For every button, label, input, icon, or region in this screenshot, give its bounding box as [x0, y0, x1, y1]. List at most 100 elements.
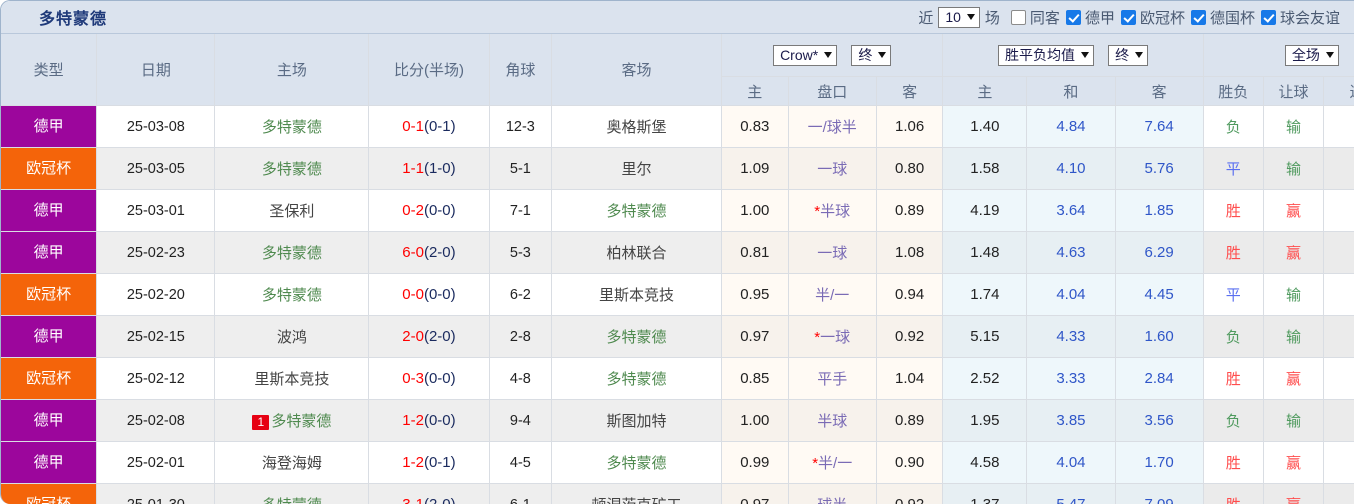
cell-eu-away: 2.84	[1115, 357, 1204, 400]
col-header-type: 类型	[1, 34, 98, 106]
cell-score[interactable]: 1-1(1-0)	[368, 147, 490, 190]
col-header-eu-home: 主	[942, 76, 1028, 106]
handicap-phase-select[interactable]: 终	[851, 44, 892, 66]
table-row[interactable]: 欧冠杯 25-02-20 多特蒙德 0-0(0-0) 6-2 里斯本竞技 0.95 半/一 0.…	[1, 273, 1354, 316]
cell-eu-away: 1.70	[1115, 441, 1204, 484]
cell-home-team[interactable]: 多特蒙德	[214, 147, 370, 190]
cell-away-team[interactable]: 顿涅茨克矿工	[551, 483, 722, 504]
table-row[interactable]: 欧冠杯 25-03-05 多特蒙德 1-1(1-0) 5-1 里尔 1.09 一球 0.80 1.…	[1, 147, 1354, 190]
cell-score[interactable]: 1-2(0-0)	[368, 399, 490, 442]
filter-bundesliga[interactable]: 德甲	[1060, 7, 1115, 28]
filter-ucl[interactable]: 欧冠杯	[1115, 7, 1185, 28]
cell-handicap-result: 赢	[1263, 357, 1325, 400]
filter-dfb-pokal[interactable]: 德国杯	[1185, 7, 1255, 28]
cell-result: 胜	[1203, 483, 1264, 504]
cell-ah-home: 1.00	[721, 189, 789, 232]
filter-club-friendly[interactable]: 球会友谊	[1255, 7, 1340, 28]
odds-type-select[interactable]: 胜平负均值	[997, 44, 1094, 66]
cell-score[interactable]: 6-0(2-0)	[368, 231, 490, 274]
same-away-filter[interactable]: 同客	[1005, 7, 1060, 28]
match-history-table: 类型 日期 主场 比分(半场) 角球 客场 Crow*	[1, 34, 1354, 504]
cell-type[interactable]: 德甲	[1, 231, 98, 274]
cell-ah-line: 半球	[788, 399, 877, 442]
cell-away-team[interactable]: 多特蒙德	[551, 441, 722, 484]
cell-type[interactable]: 欧冠杯	[1, 147, 98, 190]
filter-club-friendly-checkbox[interactable]	[1260, 9, 1276, 25]
recent-count-select[interactable]: 10	[938, 6, 980, 28]
filter-bundesliga-checkbox[interactable]	[1065, 9, 1081, 25]
cell-score[interactable]: 3-1(2-0)	[368, 483, 490, 504]
cell-ah-home: 0.95	[721, 273, 789, 316]
cell-home-team[interactable]: 多特蒙德	[214, 273, 370, 316]
cell-score[interactable]: 0-1(0-1)	[368, 105, 490, 148]
cell-away-team[interactable]: 里斯本竞技	[551, 273, 722, 316]
cell-type[interactable]: 德甲	[1, 105, 98, 148]
cell-home-team[interactable]: 里斯本竞技	[214, 357, 370, 400]
cell-away-team[interactable]: 多特蒙德	[551, 357, 722, 400]
home-team-name: 里斯本竞技	[254, 371, 330, 388]
filter-club-friendly-label: 球会友谊	[1279, 9, 1340, 27]
same-away-checkbox[interactable]	[1010, 9, 1026, 25]
cell-home-team[interactable]: 多特蒙德	[214, 483, 370, 504]
cell-ah-line: 一球	[788, 147, 877, 190]
table-row[interactable]: 欧冠杯25-01-30多特蒙德3-1(2-0)6-1顿涅茨克矿工0.97球半0.…	[1, 483, 1354, 504]
cell-score[interactable]: 1-2(0-1)	[368, 441, 490, 484]
cell-away-team[interactable]: 多特蒙德	[551, 189, 722, 232]
cell-date: 25-02-12	[96, 357, 216, 400]
score-fulltime: 1-2	[402, 454, 424, 471]
cell-result: 负	[1203, 315, 1264, 358]
table-row[interactable]: 德甲 25-03-01 圣保利 0-2(0-0) 7-1 多特蒙德 1.00 *半球 0.89 4…	[1, 189, 1354, 232]
cell-home-team[interactable]: 海登海姆	[214, 441, 370, 484]
table-row[interactable]: 德甲 25-02-23 多特蒙德 6-0(2-0) 5-3 柏林联合 0.81 一球 1.08 1…	[1, 231, 1354, 274]
cell-away-team[interactable]: 柏林联合	[551, 231, 722, 274]
cell-type[interactable]: 欧冠杯	[1, 483, 98, 504]
cell-away-team[interactable]: 斯图加特	[551, 399, 722, 442]
table-header-row: 主 盘口 客 主 和 客 胜负 让球 进球数	[1, 76, 1354, 106]
cell-type[interactable]: 德甲	[1, 315, 98, 358]
cell-date: 25-02-01	[96, 441, 216, 484]
cell-date: 25-02-08	[96, 399, 216, 442]
cell-home-team[interactable]: 1 多特蒙德	[214, 399, 370, 442]
cell-type[interactable]: 德甲	[1, 189, 98, 232]
header-filters: 近 10 场 同客 德甲 欧冠杯 德国杯	[913, 6, 1348, 28]
cell-ah-home: 1.09	[721, 147, 789, 190]
table-row[interactable]: 德甲 25-02-15 波鸿 2-0(2-0) 2-8 多特蒙德 0.97 *一球 0.92 5.…	[1, 315, 1354, 358]
cell-handicap-result: 赢	[1263, 231, 1325, 274]
cell-ah-away: 0.90	[876, 441, 944, 484]
home-team-name: 多特蒙德	[261, 287, 322, 304]
filter-ucl-checkbox[interactable]	[1120, 9, 1136, 25]
competition-badge: 德甲	[1, 442, 96, 483]
cell-type[interactable]: 德甲	[1, 441, 98, 484]
cell-score[interactable]: 0-2(0-0)	[368, 189, 490, 232]
cell-score[interactable]: 2-0(2-0)	[368, 315, 490, 358]
filter-dfb-pokal-label: 德国杯	[1209, 9, 1255, 27]
bookmaker-select[interactable]: Crow*	[773, 44, 838, 66]
table-row[interactable]: 德甲 25-03-08 多特蒙德 0-1(0-1) 12-3 奥格斯堡 0.83 一/球半 1.…	[1, 105, 1354, 148]
home-team-name: 圣保利	[269, 203, 315, 220]
match-rows: 德甲 25-03-08 多特蒙德 0-1(0-1) 12-3 奥格斯堡 0.83 一/球半 1.…	[1, 105, 1354, 504]
cell-score[interactable]: 0-0(0-0)	[368, 273, 490, 316]
scope-select[interactable]: 全场	[1284, 44, 1339, 66]
cell-home-team[interactable]: 波鸿	[214, 315, 370, 358]
table-row[interactable]: 德甲 25-02-01 海登海姆 1-2(0-1) 4-5 多特蒙德 0.99 *半/一 0.9…	[1, 441, 1354, 484]
cell-type[interactable]: 德甲	[1, 399, 98, 442]
table-row[interactable]: 德甲 25-02-08 1 多特蒙德 1-2(0-0) 9-4 斯图加特 1.00 半球 0.89…	[1, 399, 1354, 442]
cell-away-team[interactable]: 多特蒙德	[551, 315, 722, 358]
filter-dfb-pokal-checkbox[interactable]	[1190, 9, 1206, 25]
cell-home-team[interactable]: 多特蒙德	[214, 105, 370, 148]
cell-type[interactable]: 欧冠杯	[1, 273, 98, 316]
cell-away-team[interactable]: 奥格斯堡	[551, 105, 722, 148]
score-halftime: (2-0)	[424, 496, 456, 504]
cell-home-team[interactable]: 多特蒙德	[214, 231, 370, 274]
cell-type[interactable]: 欧冠杯	[1, 357, 98, 400]
cell-ah-home: 0.85	[721, 357, 789, 400]
panel-header: 多特蒙德 近 10 场 同客 德甲 欧冠杯 德国杯	[1, 1, 1354, 34]
odds-phase-select[interactable]: 终	[1108, 44, 1149, 66]
cell-score[interactable]: 0-3(0-0)	[368, 357, 490, 400]
col-header-ah-home: 主	[721, 76, 789, 106]
cell-home-team[interactable]: 圣保利	[214, 189, 370, 232]
cell-away-team[interactable]: 里尔	[551, 147, 722, 190]
cell-corner: 4-5	[489, 441, 553, 484]
chevron-down-icon	[1325, 52, 1334, 58]
table-row[interactable]: 欧冠杯 25-02-12 里斯本竞技 0-3(0-0) 4-8 多特蒙德 0.85 平手 1.0…	[1, 357, 1354, 400]
